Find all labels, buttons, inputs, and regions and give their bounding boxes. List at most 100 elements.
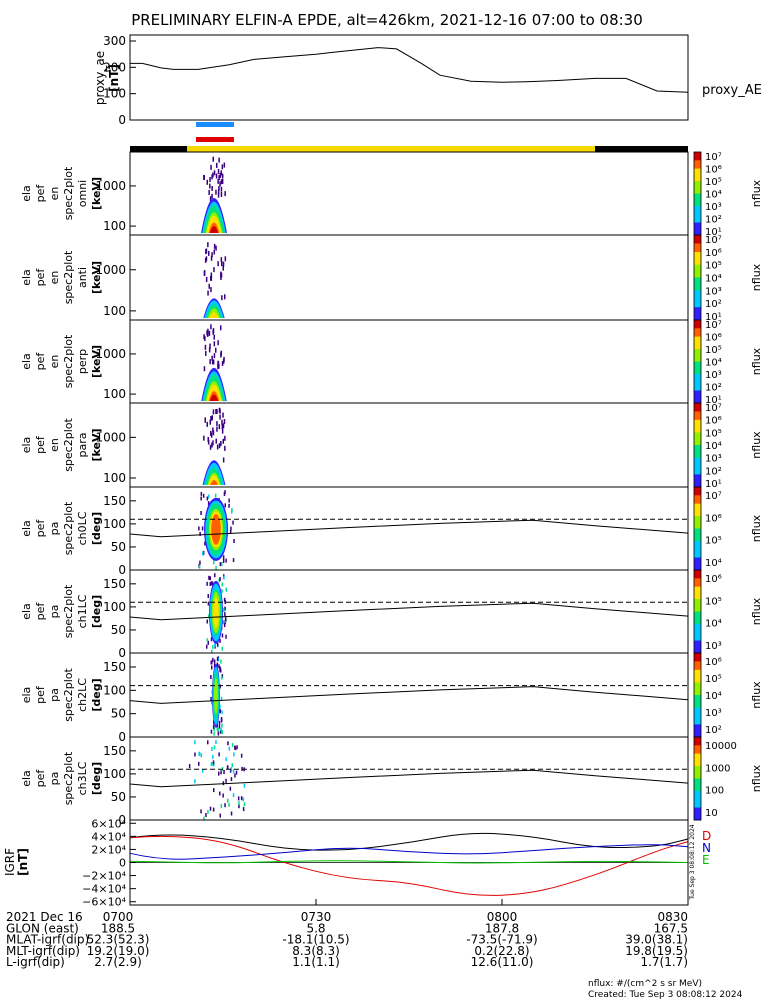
spectrogram-flux-layer xyxy=(210,314,218,318)
pa-speck xyxy=(236,745,238,750)
pa-ytick-label: 150 xyxy=(103,660,126,674)
ephemeris-cell: 1.1(1.1) xyxy=(292,955,340,969)
pa-speck xyxy=(243,783,246,788)
pa-colorbar-segment xyxy=(694,619,701,623)
spectrogram-speck xyxy=(209,183,211,189)
pa-colorbar-segment xyxy=(694,699,701,702)
pa-speck xyxy=(224,600,226,604)
pa-ylabel-line: ch2LC xyxy=(76,678,89,712)
pa-speck xyxy=(232,520,234,525)
spec-colorbar-segment xyxy=(694,478,701,482)
igrf-series-total xyxy=(129,832,689,851)
pa-colorbar-segment xyxy=(694,795,701,798)
side-timestamp: Tue Sep 3 08:08:12 2024 xyxy=(689,824,696,900)
spec-colorbar-tick: 10² xyxy=(705,215,722,226)
spectrogram-speck xyxy=(222,438,224,444)
spec-colorbar-segment xyxy=(694,195,701,199)
pa-colorbar-segment xyxy=(694,778,701,782)
spec-colorbar-tick: 10² xyxy=(705,299,722,310)
spectrogram-speck xyxy=(222,457,225,463)
spec-colorbar-segment xyxy=(694,413,701,417)
spec-colorbar-segment xyxy=(694,197,701,201)
pa-speck xyxy=(225,587,227,592)
spec-ylabel-line: en xyxy=(48,355,61,369)
spec-colorbar-segment xyxy=(694,166,701,170)
spec-colorbar-segment xyxy=(694,394,701,398)
spectrogram-speck xyxy=(213,170,216,176)
spec-colorbar-segment xyxy=(694,359,701,362)
pa-speck xyxy=(210,729,213,734)
spectrogram-speck xyxy=(205,350,207,356)
spec-colorbar-segment xyxy=(694,351,701,354)
pa-colorbar-segment xyxy=(694,557,701,561)
pa-colorbar-segment xyxy=(694,768,701,771)
pa-colorbar-segment xyxy=(694,695,701,698)
spectrogram-speck xyxy=(211,193,213,199)
pa-ylabel-line: [deg] xyxy=(90,595,103,628)
pa-colorbar-segment xyxy=(694,628,701,631)
spectrogram-speck xyxy=(212,156,214,162)
ephemeris-cell: 39.0(38.1) xyxy=(625,933,688,947)
pa-speck xyxy=(206,496,209,501)
pa-colorbar-segment xyxy=(694,797,701,800)
pa-speck xyxy=(220,770,222,775)
pa-speck xyxy=(220,727,222,732)
spectrogram-speck xyxy=(212,409,215,415)
pa-colorbar-segment xyxy=(694,621,701,625)
ephemeris-row-label: GLON (east) xyxy=(6,921,79,935)
pa-colorbar-segment xyxy=(694,536,701,540)
pa-colorbar-segment xyxy=(694,799,701,802)
ephemeris-cell: 19.2(19.0) xyxy=(87,944,150,958)
pa-speck xyxy=(235,770,238,775)
pa-colorbar-segment xyxy=(694,630,701,633)
pa-ytick-label: 0 xyxy=(118,730,126,744)
pa-ytick-label: 150 xyxy=(103,744,126,758)
spec-colorbar-segment xyxy=(694,154,701,157)
pa-speck xyxy=(210,637,213,642)
spectrogram-speck xyxy=(208,347,211,353)
pa-ylabel-line: spec2plot xyxy=(62,584,75,638)
spectrogram-speck xyxy=(220,186,223,192)
spec-colorbar-segment xyxy=(694,453,701,456)
ae-legend: proxy_AE xyxy=(702,83,762,98)
spectrogram-speck xyxy=(207,328,209,334)
pa-speck xyxy=(219,562,222,567)
pa-speck xyxy=(213,731,215,736)
spectrogram-speck xyxy=(217,360,219,366)
spectrogram-flux-layer xyxy=(209,394,219,401)
pa-speck xyxy=(213,727,215,731)
ephemeris-cell: 52.3(52.3) xyxy=(87,933,150,947)
pa-speck xyxy=(207,594,209,599)
spectrogram-speck xyxy=(211,252,213,258)
spec-colorbar-segment xyxy=(694,254,701,257)
spec-colorbar-segment xyxy=(694,342,701,346)
spec-colorbar-tick: 10⁵ xyxy=(705,261,722,272)
pa-speck xyxy=(215,566,217,571)
pa-colorbar-tick: 10⁶ xyxy=(705,657,722,668)
pa-speck xyxy=(209,806,212,811)
pa-colorbar-segment xyxy=(694,813,701,817)
pa-colorbar-segment xyxy=(694,565,701,569)
spectrogram-speck xyxy=(210,432,213,438)
spec-colorbar-segment xyxy=(694,463,701,467)
igrf-ylabel-units: [nT] xyxy=(16,848,30,876)
pa-speck xyxy=(220,659,222,664)
ephemeris-cell: 0.2(22.8) xyxy=(474,944,529,958)
spec-colorbar-segment xyxy=(694,176,701,180)
igrf-legend-e: E xyxy=(702,853,710,867)
spectrogram-speck xyxy=(212,359,215,365)
spectrogram-speck xyxy=(211,174,213,180)
pa-speck xyxy=(228,503,230,508)
pa-colorbar-segment xyxy=(694,805,701,809)
spec-colorbar-segment xyxy=(694,294,701,298)
ephemeris-row-label: MLT-igrf(dip) xyxy=(6,944,80,958)
spec-ylabel-line: spec2plot xyxy=(62,250,75,304)
pa-colorbar-segment xyxy=(694,644,701,648)
spec-colorbar-segment xyxy=(694,168,701,172)
spectrogram-speck xyxy=(217,261,219,267)
ephemeris-cell: 0800 xyxy=(487,910,518,924)
pa-speck xyxy=(240,753,243,758)
spec-colorbar-tick: 10³ xyxy=(705,286,722,297)
spectrogram-speck xyxy=(215,173,218,179)
